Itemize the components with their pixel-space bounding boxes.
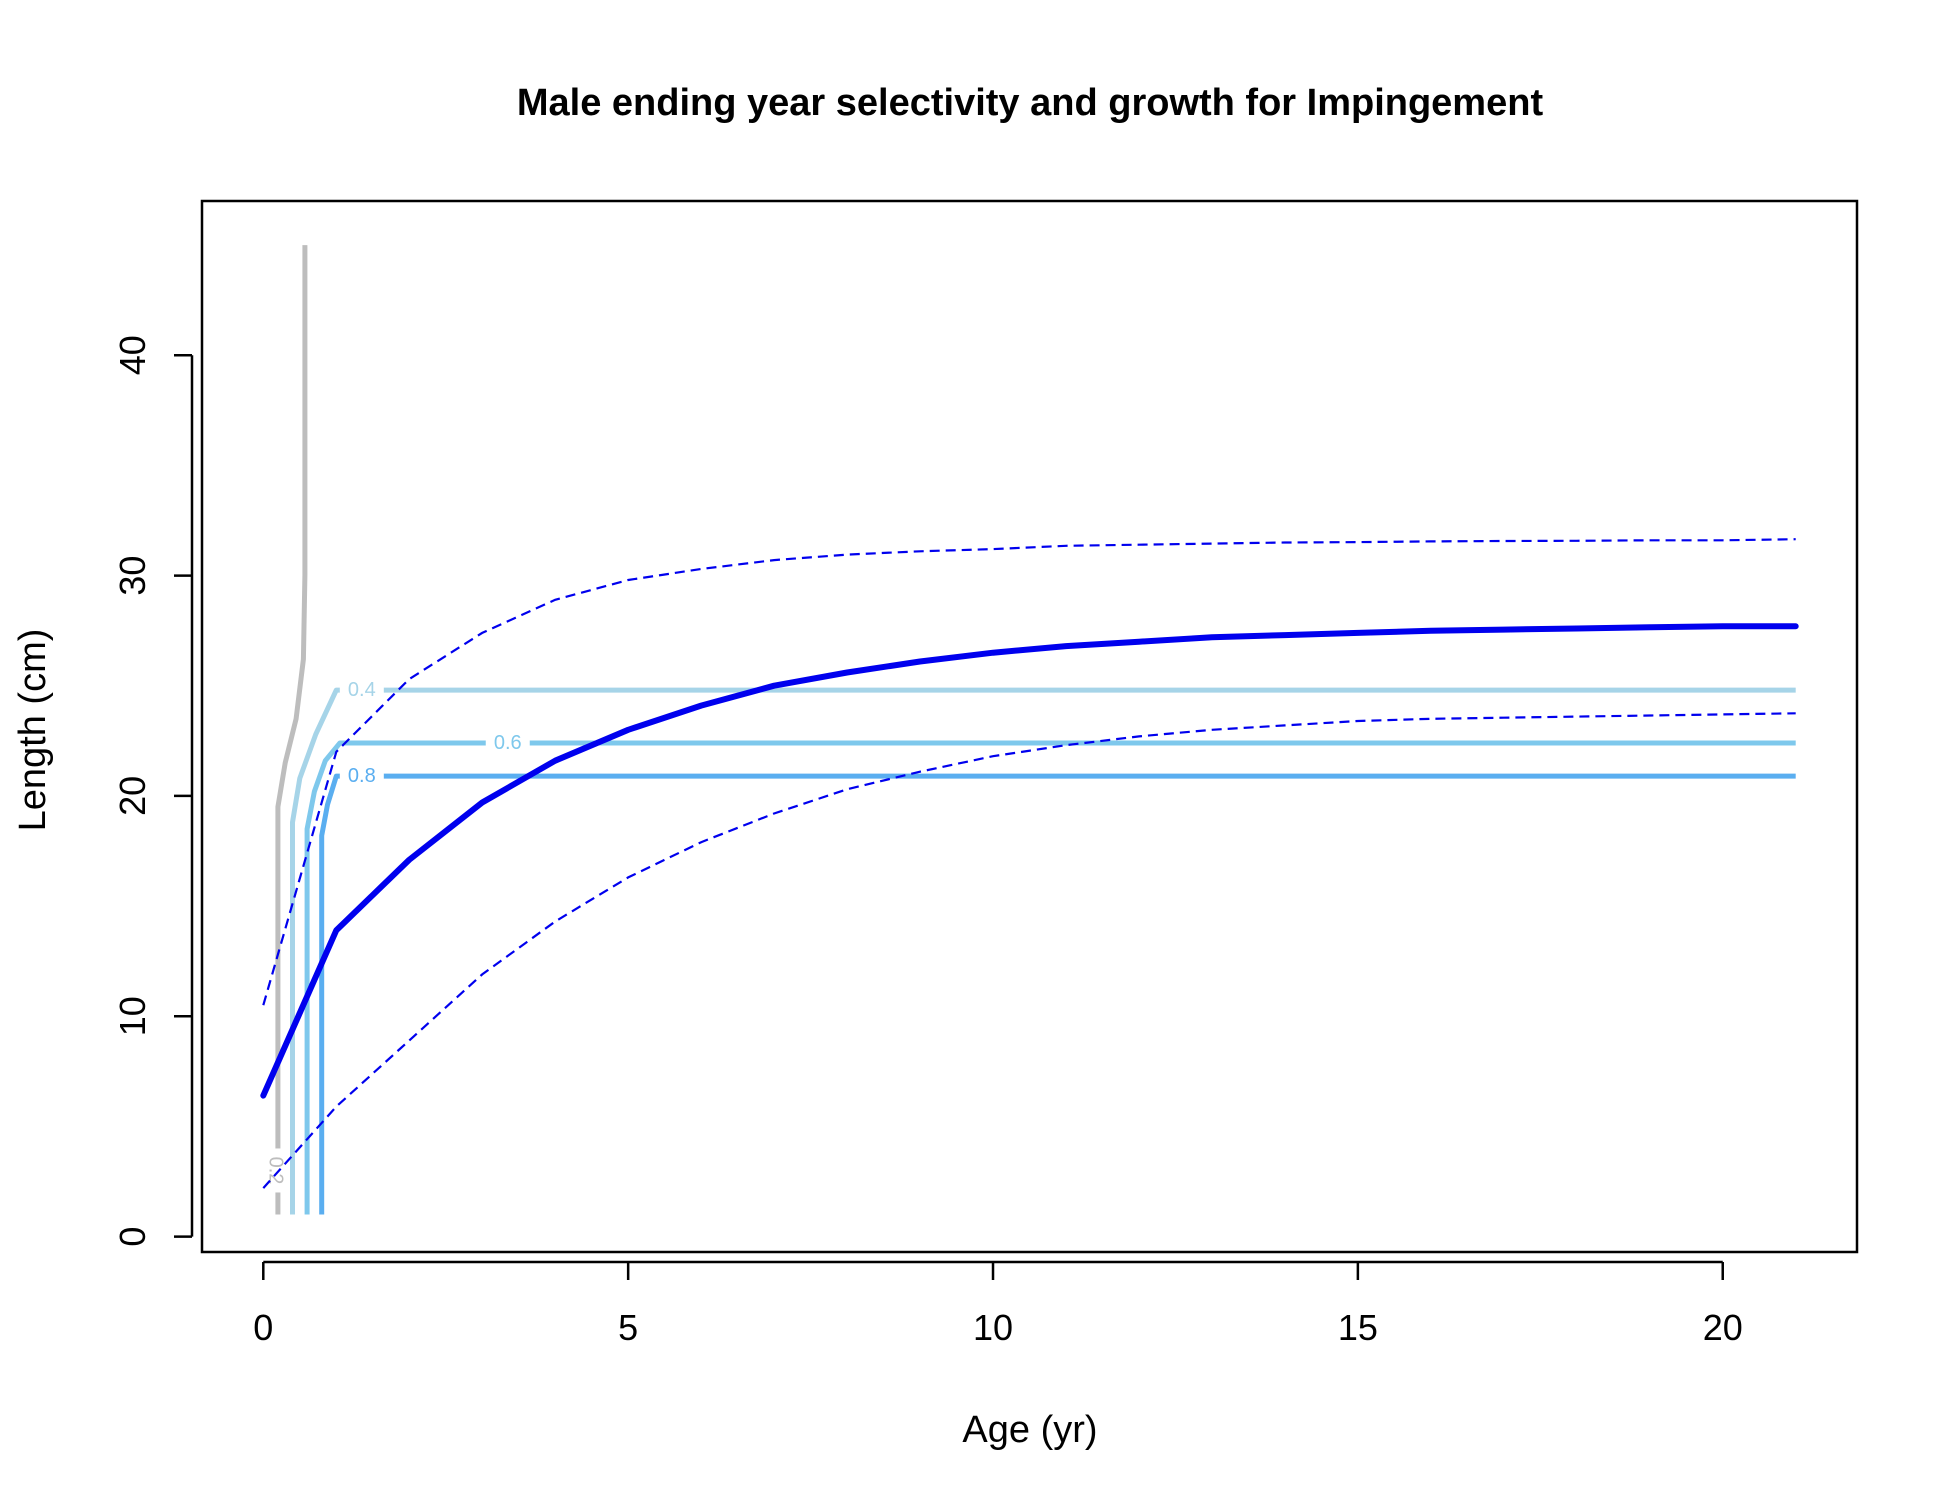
x-tick-label: 0 (253, 1307, 273, 1348)
contour-label-gap (339, 765, 384, 788)
x-tick-label: 5 (618, 1307, 638, 1348)
ci-upper-line (262, 538, 1796, 1006)
x-tick-label: 20 (1703, 1307, 1743, 1348)
y-tick-label: 10 (112, 996, 153, 1036)
growth-curve (260, 623, 1799, 1099)
contour-label-gap (485, 732, 530, 755)
ci-lower-line (262, 712, 1796, 1189)
x-tick-label: 15 (1338, 1307, 1378, 1348)
x-axis: 0 5 10 15 20 (253, 1260, 1743, 1348)
contour-label: 0.4 (348, 679, 376, 701)
y-tick-label: 40 (112, 335, 153, 375)
confidence-interval (262, 538, 1796, 1189)
contour-label-gap (339, 679, 384, 702)
growth-line (260, 623, 1799, 1099)
contour-line-06 (304, 740, 1796, 1215)
y-axis-label: Length (cm) (12, 629, 54, 832)
y-tick-label: 0 (112, 1227, 153, 1247)
x-tick-label: 10 (973, 1307, 1013, 1348)
contour-label: 0.2 (265, 1157, 287, 1185)
contour-line-08 (319, 773, 1796, 1215)
plot-frame (200, 199, 1859, 1254)
chart-title: Male ending year selectivity and growth … (517, 82, 1544, 124)
contour-line-02 (275, 245, 308, 1215)
y-tick-label: 20 (112, 776, 153, 816)
y-tick-label: 30 (112, 556, 153, 596)
selectivity-contours: 0.2 0.4 0.6 0.8 (264, 245, 1796, 1215)
y-axis: 0 10 20 30 40 (112, 335, 194, 1247)
contour-label: 0.6 (494, 732, 522, 754)
x-axis-label: Age (yr) (962, 1409, 1097, 1451)
contour-line-04 (290, 687, 1796, 1215)
contour-label: 0.8 (348, 765, 376, 787)
